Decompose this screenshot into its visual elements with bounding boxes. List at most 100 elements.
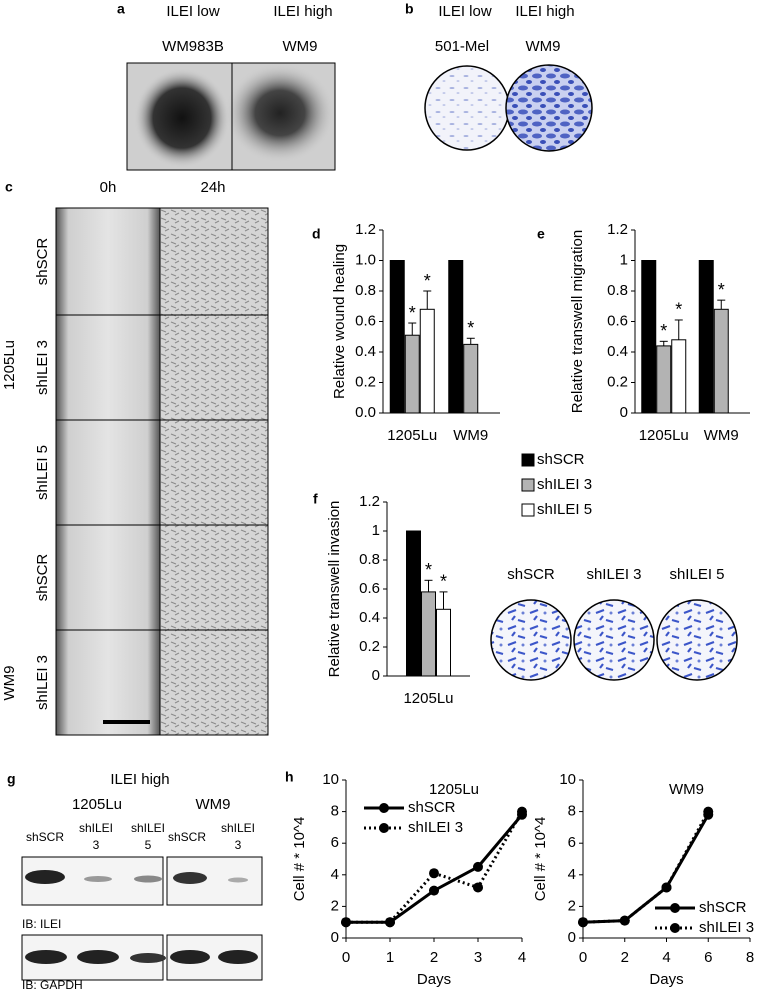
bar	[436, 608, 451, 677]
x-tick-label: 1205Lu	[387, 427, 437, 444]
group-label: 1205Lu	[1, 340, 18, 390]
wound-0h	[55, 524, 161, 631]
bar	[406, 530, 421, 677]
group-label: WM9	[1, 666, 18, 701]
y-tick-label: 0.2	[607, 373, 628, 390]
x-tick-label: 1205Lu	[403, 690, 453, 707]
y-tick-label: 0.0	[355, 404, 376, 421]
panel-label: a	[117, 1, 125, 17]
wound-0h	[55, 419, 161, 526]
invasion-well	[656, 599, 738, 681]
wound-0h	[55, 314, 161, 421]
y-tick-label: 2	[331, 897, 339, 914]
y-axis-label: Cell # * 10^4	[291, 817, 308, 902]
row-label: shILEI 5	[34, 445, 51, 500]
series-line	[582, 814, 710, 924]
blot-label: IB: ILEI	[22, 917, 61, 931]
cell-line: WM9	[526, 38, 561, 55]
header: ILEI low	[438, 3, 492, 20]
legend-label: shILEI 3	[408, 819, 463, 836]
bar	[713, 308, 729, 414]
y-tick-label: 10	[322, 771, 339, 788]
row-label: shSCR	[34, 238, 51, 286]
y-axis-label: Cell # * 10^4	[532, 817, 549, 902]
significance: *	[660, 321, 667, 341]
blot	[21, 856, 263, 981]
invasion-well	[573, 599, 655, 681]
point	[619, 915, 630, 926]
bar	[671, 339, 687, 414]
blot-label: IB: GAPDH	[22, 978, 83, 992]
well-label: shSCR	[507, 566, 555, 583]
time-label: 24h	[200, 179, 225, 196]
legend-label: shILEI 5	[537, 501, 592, 518]
y-tick-label: 4	[331, 866, 339, 883]
header: ILEI high	[273, 3, 332, 20]
point	[703, 806, 714, 817]
y-tick-label: 0	[331, 929, 339, 946]
wound-24h	[159, 524, 269, 631]
y-axis-label: Relative transwell migration	[569, 230, 586, 413]
significance: *	[467, 318, 474, 338]
panel-label: g	[7, 771, 16, 787]
x-tick-label: 3	[474, 949, 482, 966]
scale-bar	[103, 720, 150, 724]
x-tick-label: 2	[430, 949, 438, 966]
bar	[389, 260, 405, 414]
bar	[463, 343, 479, 414]
time-label: 0h	[100, 179, 117, 196]
lane-label: shILEI	[221, 821, 255, 835]
y-tick-label: 0	[568, 929, 576, 946]
lane-label: 5	[145, 838, 152, 852]
point	[429, 885, 439, 896]
legend-marker	[670, 903, 680, 913]
lane-label: shILEI	[79, 821, 113, 835]
y-tick-label: 0	[620, 404, 628, 421]
series-line	[582, 810, 710, 924]
invasion-well	[490, 599, 572, 681]
legend-label: shSCR	[537, 451, 585, 468]
bar	[448, 260, 464, 414]
bar	[419, 308, 435, 414]
y-tick-label: 0.6	[359, 580, 380, 597]
x-axis-label: Days	[417, 971, 451, 988]
legend-marker	[379, 823, 389, 833]
legend-marker	[379, 803, 389, 813]
y-tick-label: 0.2	[359, 638, 380, 655]
cell-line: WM983B	[162, 38, 224, 55]
well-label: shILEI 3	[586, 566, 641, 583]
y-tick-label: 8	[568, 803, 576, 820]
lane-label: 3	[235, 838, 242, 852]
chart-title: 1205Lu	[429, 781, 479, 798]
panel-label: d	[312, 226, 321, 242]
legend-swatch	[521, 478, 535, 492]
y-tick-label: 0.8	[607, 282, 628, 299]
x-tick-label: WM9	[453, 427, 488, 444]
point	[341, 917, 351, 928]
wound-24h	[159, 419, 269, 526]
significance: *	[424, 271, 431, 291]
panel-label: c	[5, 179, 13, 195]
x-tick-label: 6	[704, 949, 712, 966]
group-label: WM9	[196, 796, 231, 813]
legend-label: shSCR	[699, 899, 747, 916]
point	[473, 861, 483, 872]
y-tick-label: 0.4	[359, 609, 380, 626]
x-tick-label: 0	[342, 949, 350, 966]
panel-label: b	[405, 1, 414, 17]
y-tick-label: 0.2	[355, 373, 376, 390]
x-tick-label: 8	[746, 949, 754, 966]
spheroid	[134, 68, 230, 168]
blot-title: ILEI high	[110, 771, 169, 788]
group-label: 1205Lu	[72, 796, 122, 813]
y-tick-label: 8	[331, 803, 339, 820]
point	[517, 806, 527, 817]
y-tick-label: 1.2	[355, 221, 376, 238]
wound-24h	[159, 629, 269, 736]
legend-label: shSCR	[408, 799, 456, 816]
series-line	[346, 810, 524, 924]
significance: *	[440, 572, 447, 592]
legend-label: shILEI 3	[537, 476, 592, 493]
wound-0h	[55, 207, 161, 316]
row-label: shSCR	[34, 554, 51, 602]
